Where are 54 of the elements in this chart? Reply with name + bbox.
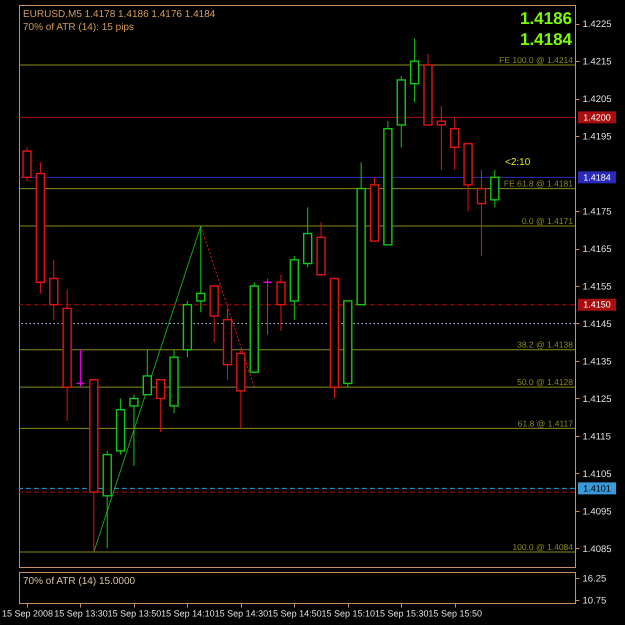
y-tick-label: 1.4125 (582, 394, 612, 405)
candlestick (262, 278, 272, 336)
y-tick-label: 1.4095 (582, 506, 612, 518)
y-tick-label: 1.4105 (582, 468, 612, 480)
annotation: FE 61.8 @ 1.4181 (504, 178, 574, 189)
candlestick (490, 169, 500, 208)
annotation: 0.0 @ 1.4171 (522, 216, 574, 226)
candlestick (450, 116, 460, 170)
annotation: 100.0 @ 1.4084 (512, 542, 574, 552)
y-tick-label: 1.4215 (582, 56, 612, 68)
annotation: <2:10 (505, 157, 531, 168)
ref-line-label: 1.4150 (583, 300, 611, 310)
annotation: 1.4186 (520, 9, 572, 28)
x-tick-label: 15 Sep 2008 (2, 608, 54, 618)
ref-line-label: 1.4200 (583, 112, 611, 122)
chart-title: EURUSD,M5 1.4178 1.4186 1.4176 1.4184 (23, 9, 216, 20)
y-tick-label: 1.4175 (582, 206, 612, 218)
y-tick-label: 1.4085 (582, 544, 612, 555)
candlestick (76, 349, 86, 388)
candlestick (196, 226, 206, 313)
x-tick-label: 15 Sep 15:10 (322, 608, 376, 618)
y-tick-label: 1.4225 (582, 19, 612, 30)
candlestick (129, 394, 139, 466)
candlestick (156, 378, 166, 433)
ref-line-label: 1.4184 (583, 172, 611, 182)
y-tick-label: 1.4195 (582, 132, 612, 143)
chart-title: 70% of ATR (14) 15.0000 (23, 576, 136, 587)
text: 70% of ATR (14): 15 pips (23, 22, 134, 33)
annotation: 38.2 @ 1.4138 (517, 340, 574, 350)
candlestick (436, 106, 446, 170)
y-tick-label: 1.4165 (582, 244, 612, 256)
x-tick-label: 15 Sep 14:10 (161, 608, 215, 618)
candlestick (276, 274, 286, 332)
annotation: FE 100.0 @ 1.4214 (499, 54, 574, 65)
y-tick-label: 1.4135 (582, 356, 612, 368)
y-tick-label: 1.4115 (582, 431, 611, 442)
x-tick-label: 15 Sep 14:50 (268, 608, 322, 618)
x-tick-label: 15 Sep 13:50 (108, 608, 162, 618)
candlestick (142, 349, 152, 396)
annotation: 50.0 @ 1.4128 (517, 377, 574, 388)
y-tick-label: 10.75 (582, 596, 606, 606)
ref-line-label: 1.4101 (583, 483, 611, 494)
x-tick-label: 15 Sep 13:30 (54, 608, 108, 618)
annotation: 61.8 @ 1.4117 (518, 418, 574, 428)
y-tick-label: 1.4145 (582, 318, 612, 330)
y-tick-label: 1.4155 (582, 282, 612, 292)
candlestick (476, 169, 486, 257)
annotation: 1.4184 (520, 30, 573, 49)
x-tick-label: 15 Sep 15:30 (374, 608, 429, 618)
y-tick-label: 1.4205 (582, 94, 612, 106)
y-tick-label: 16.25 (582, 574, 606, 584)
x-tick-label: 15 Sep 14:30 (214, 608, 268, 618)
x-tick-label: 15 Sep 15:50 (428, 608, 482, 618)
candlestick (410, 38, 420, 103)
